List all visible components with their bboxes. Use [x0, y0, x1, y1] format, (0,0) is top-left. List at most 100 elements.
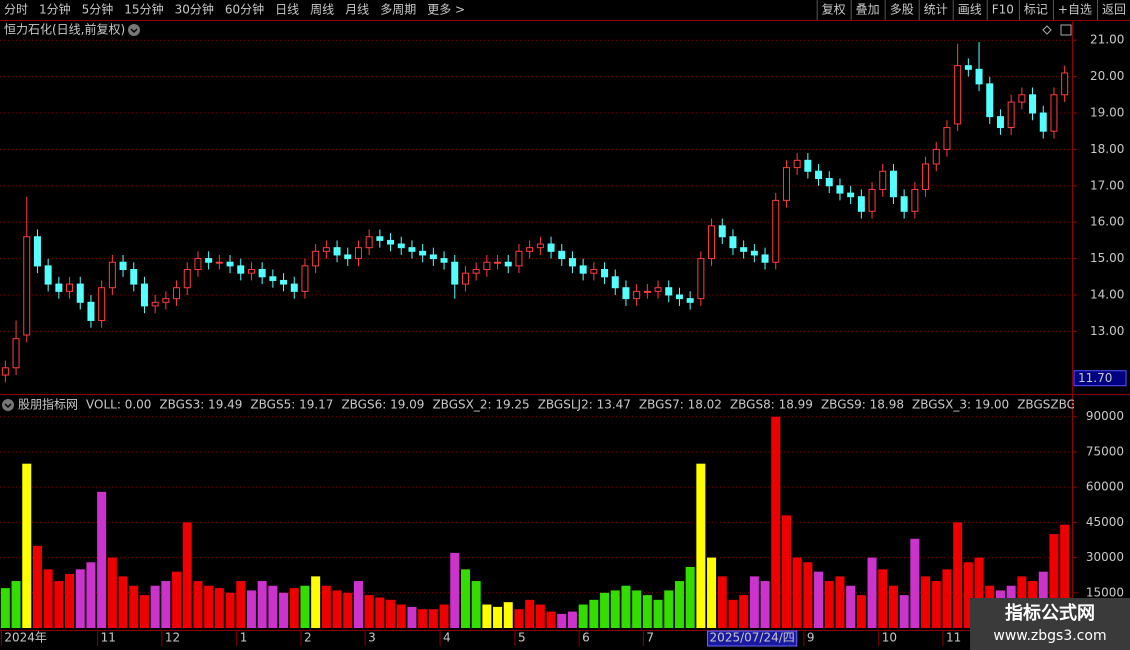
candle-body	[847, 192, 855, 198]
volume-bar	[974, 557, 984, 628]
candle-body	[183, 269, 191, 289]
volume-bar	[289, 588, 299, 628]
toolbar-tab[interactable]: 30分钟	[175, 2, 214, 17]
volume-bar	[204, 585, 214, 628]
candle-body	[301, 265, 309, 292]
volume-bar	[386, 599, 396, 628]
volume-bar	[600, 592, 610, 628]
x-tick-label: 6	[582, 631, 590, 645]
toolbar-button[interactable]: 画线	[958, 3, 982, 17]
y-tick-label: 90000	[1086, 409, 1124, 423]
toolbar-tab[interactable]: 15分钟	[124, 2, 163, 17]
volume-bar	[567, 611, 577, 628]
volume-bar	[878, 569, 888, 628]
volume-bar	[589, 599, 599, 628]
volume-bar	[75, 569, 85, 628]
x-tick-label: 5	[518, 631, 526, 645]
volume-bar	[182, 522, 192, 628]
toolbar-button[interactable]: 标记	[1024, 3, 1048, 17]
indicator-legend: 股朋指标网 VOLL: 0.00 ZBGS3: 19.49 ZBGS5: 19.17 Z…	[18, 397, 1130, 412]
volume-bar	[696, 463, 706, 628]
candle-body	[1039, 112, 1047, 132]
toolbar-button[interactable]: +自选	[1058, 3, 1092, 17]
candle-body	[215, 261, 223, 264]
toolbar-tab[interactable]: 日线	[275, 3, 299, 17]
candle-body	[173, 287, 181, 300]
toolbar-tab[interactable]: 更多 >	[427, 3, 465, 17]
candle-body	[697, 258, 705, 300]
candle-body	[986, 83, 994, 118]
toolbar-tab[interactable]: 60分钟	[225, 2, 264, 17]
volume-bar	[493, 606, 503, 628]
toolbar-tab[interactable]: 5分钟	[82, 2, 114, 17]
toolbar-button[interactable]: 复权	[822, 3, 846, 17]
candle-body	[290, 283, 298, 292]
candle-body	[194, 258, 202, 271]
indicator-menu-icon[interactable]	[2, 399, 14, 411]
toolbar-tab[interactable]: 周线	[310, 3, 334, 17]
candle-body	[98, 287, 106, 321]
candle-body	[708, 225, 716, 260]
volume-bar	[43, 569, 53, 628]
toolbar-button[interactable]: F10	[992, 3, 1014, 17]
volume-bar	[814, 571, 824, 628]
candle-body	[12, 338, 20, 369]
x-tick-label: 10	[882, 631, 897, 645]
volume-bar	[707, 557, 717, 628]
candle-body	[119, 261, 127, 271]
toolbar-bg	[0, 0, 1130, 20]
candle-body	[55, 283, 63, 292]
candle-body	[397, 243, 405, 249]
toolbar-tab[interactable]: 分时	[4, 3, 28, 17]
watermark-url: www.zbgs3.com	[993, 628, 1106, 644]
volume-bar	[1049, 534, 1059, 628]
candle-body	[237, 265, 245, 274]
volume-bar	[621, 585, 631, 628]
candle-body	[793, 159, 801, 169]
candle-body	[408, 247, 416, 252]
candle-body	[1029, 94, 1037, 114]
volume-bar	[65, 574, 75, 628]
toolbar-button[interactable]: 返回	[1102, 3, 1126, 17]
toolbar-button[interactable]: 多股	[890, 3, 914, 17]
candle-body	[815, 170, 823, 180]
volume-bar	[97, 491, 107, 628]
candle-body	[108, 261, 116, 289]
watermark-title: 指标公式网	[1005, 602, 1095, 624]
x-tick-label: 11	[946, 631, 961, 645]
title-menu-arrow	[130, 28, 138, 34]
x-tick-label: 12	[165, 631, 180, 645]
toolbar-button[interactable]: 统计	[924, 3, 948, 17]
candle-body	[643, 290, 651, 293]
candle-body	[964, 65, 972, 70]
volume-bar	[482, 604, 492, 628]
volume-bar	[129, 585, 139, 628]
volume-bar	[139, 595, 149, 628]
x-tick-label: 2	[304, 631, 312, 645]
volume-bar	[942, 569, 952, 628]
candle-body	[782, 167, 790, 201]
volume-bar	[279, 592, 289, 628]
toolbar-button[interactable]: 叠加	[856, 3, 880, 17]
diamond-icon[interactable]	[1042, 25, 1052, 35]
candle-body	[151, 301, 159, 307]
title-menu-icon[interactable]	[128, 24, 140, 36]
candle-body	[312, 250, 320, 267]
candle-body	[611, 276, 619, 289]
volume-bar	[963, 562, 973, 628]
volume-bar	[353, 581, 363, 628]
candle-body	[922, 163, 930, 190]
window-icon[interactable]	[1060, 24, 1072, 36]
volume-bar	[953, 522, 963, 628]
candle-body	[387, 239, 395, 245]
candle-body	[280, 279, 288, 285]
volume-bar	[717, 576, 727, 628]
toolbar-tab[interactable]: 多周期	[380, 3, 416, 17]
volume-bar	[150, 585, 160, 628]
volume-bar	[332, 590, 342, 628]
volume-bar	[1060, 524, 1070, 628]
legend-item: ZBGSZBGS3: 24.70	[1017, 398, 1130, 412]
y-tick-label: 30000	[1086, 550, 1124, 564]
toolbar-tab[interactable]: 月线	[345, 3, 369, 17]
toolbar-tab[interactable]: 1分钟	[39, 2, 71, 17]
